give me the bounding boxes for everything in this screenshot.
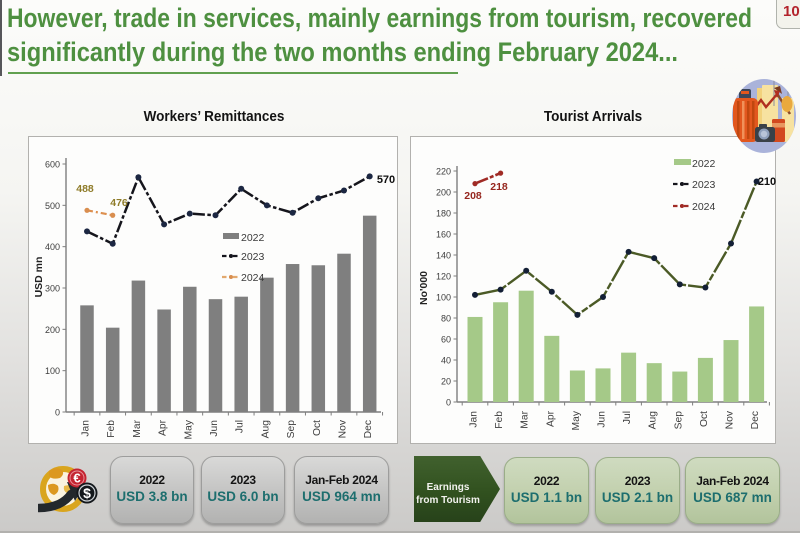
svg-text:218: 218 [490,181,508,193]
svg-text:2022: 2022 [692,158,716,170]
svg-text:Sep: Sep [673,411,684,430]
svg-text:2023: 2023 [241,251,265,263]
svg-text:20: 20 [441,377,451,387]
svg-text:2024: 2024 [241,272,265,284]
svg-text:60: 60 [441,335,451,345]
svg-text:Jul: Jul [235,420,246,433]
svg-text:2024: 2024 [692,201,716,213]
svg-text:Feb: Feb [106,420,117,438]
svg-text:160: 160 [436,230,451,240]
svg-text:May: May [183,419,194,439]
svg-text:Apr: Apr [545,410,556,427]
svg-text:476: 476 [110,197,128,209]
svg-text:Aug: Aug [648,411,659,430]
svg-text:Jul: Jul [622,411,633,424]
svg-text:120: 120 [436,272,451,282]
svg-text:0: 0 [446,398,451,408]
svg-text:400: 400 [45,242,60,252]
svg-text:Nov: Nov [338,419,349,438]
svg-text:Sep: Sep [286,420,297,439]
svg-text:208: 208 [464,190,482,202]
svg-text:140: 140 [436,251,451,261]
svg-text:Oct: Oct [312,420,323,436]
svg-text:488: 488 [76,183,94,195]
svg-text:80: 80 [441,314,451,324]
svg-text:2022: 2022 [241,232,265,244]
svg-text:220: 220 [436,167,451,177]
svg-text:Jun: Jun [209,420,220,437]
svg-text:USD mn: USD mn [33,257,45,298]
svg-text:Jan: Jan [81,420,92,437]
svg-text:210: 210 [758,176,776,188]
svg-text:500: 500 [45,201,60,211]
svg-text:2023: 2023 [692,179,716,191]
svg-text:Apr: Apr [158,419,169,436]
svg-text:100: 100 [436,293,451,303]
svg-text:300: 300 [45,284,60,294]
svg-text:0: 0 [55,408,60,418]
svg-text:Dec: Dec [363,420,374,438]
svg-text:Nov: Nov [725,410,736,429]
svg-text:Oct: Oct [699,411,710,427]
svg-text:Feb: Feb [494,411,505,429]
svg-text:May: May [571,410,582,430]
svg-text:Jun: Jun [597,411,608,428]
svg-text:$: $ [83,485,91,501]
svg-text:570: 570 [377,174,395,186]
svg-text:Aug: Aug [260,420,271,439]
svg-text:600: 600 [45,160,60,170]
svg-text:40: 40 [441,356,451,366]
svg-text:No'000: No'000 [418,271,430,305]
svg-text:Jan: Jan [469,411,480,428]
svg-text:€: € [73,471,80,486]
svg-text:180: 180 [436,209,451,219]
svg-text:100: 100 [45,366,60,376]
svg-text:Dec: Dec [750,411,761,429]
svg-text:Mar: Mar [520,410,531,428]
svg-text:200: 200 [436,188,451,198]
svg-text:200: 200 [45,325,60,335]
svg-text:Mar: Mar [132,419,143,437]
